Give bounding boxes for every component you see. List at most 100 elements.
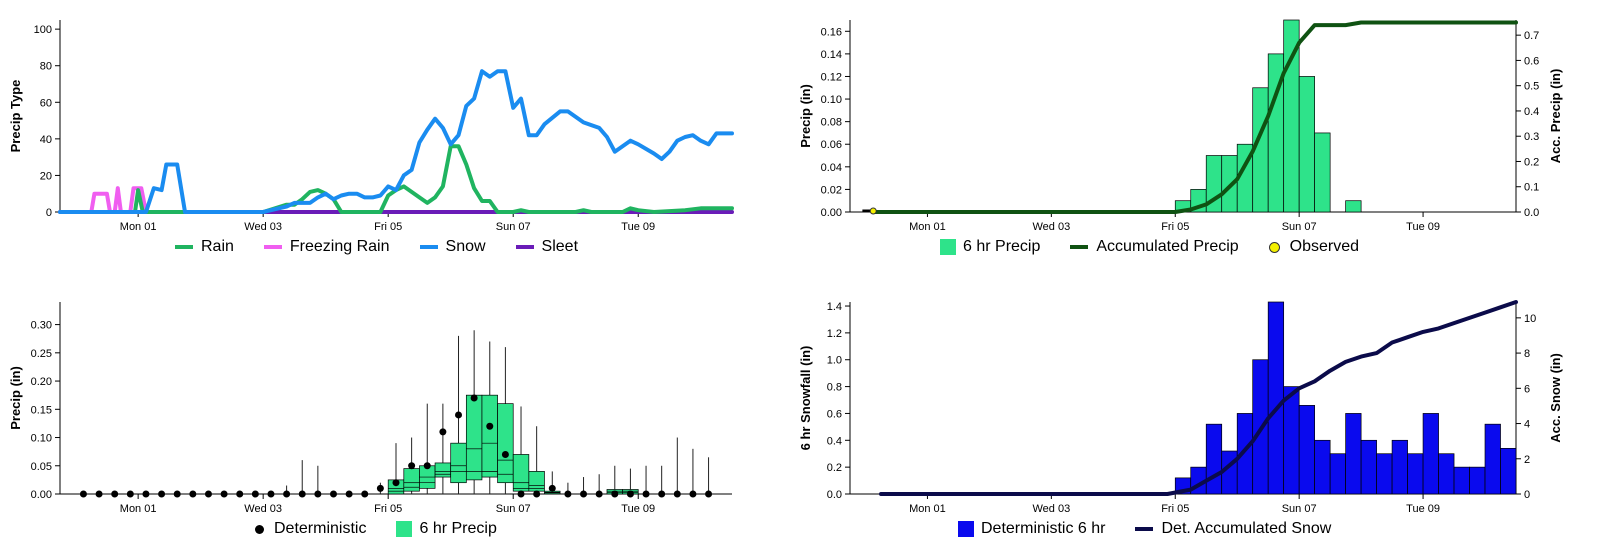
- y-tick-label: 0.6: [827, 408, 842, 420]
- legend-6hr-precip-box: 6 hr Precip: [396, 520, 497, 538]
- y-tick-label: 40: [40, 134, 52, 146]
- y-tick-label: 0.8: [827, 382, 842, 394]
- legend-label: Deterministic: [274, 520, 367, 537]
- deterministic-point: [220, 490, 228, 498]
- y2-tick-label: 0.7: [1524, 30, 1539, 42]
- y2-tick-label: 0.4: [1524, 106, 1539, 118]
- deterministic-point: [533, 490, 541, 498]
- freezing-rain-swatch: [263, 245, 282, 249]
- accumulated-precip-swatch: [1070, 245, 1089, 249]
- deterministic-point: [173, 490, 181, 498]
- snowfall-bar: [1267, 301, 1285, 495]
- y2-tick-label: 4: [1524, 419, 1530, 431]
- snow-swatch: [419, 245, 438, 249]
- deterministic-point: [79, 490, 87, 498]
- deterministic-point: [658, 490, 666, 498]
- snowfall-bar: [1422, 413, 1439, 495]
- snowfall-bar: [1453, 466, 1470, 495]
- ensemble-box: [403, 468, 420, 492]
- series-line-rain: [133, 144, 734, 214]
- y-tick-label: 0.16: [821, 26, 842, 38]
- y-axis-label: Precip (in): [798, 84, 813, 148]
- y2-tick-label: 0: [1524, 489, 1530, 501]
- deterministic-point: [283, 490, 291, 498]
- y-axis-label: 6 hr Snowfall (in): [798, 346, 813, 451]
- legend-det-accumulated-snow: Det. Accumulated Snow: [1135, 520, 1331, 538]
- deterministic-point: [705, 490, 713, 498]
- deterministic-point: [361, 490, 369, 498]
- y-tick-label: 0.10: [821, 94, 842, 106]
- observed-point: [869, 207, 877, 215]
- legend-rain: Rain: [175, 238, 234, 256]
- deterministic-6hr-swatch: [958, 521, 974, 537]
- deterministic-point: [236, 490, 244, 498]
- y-tick-label: 0.2: [827, 462, 842, 474]
- sleet-swatch: [515, 245, 534, 249]
- y2-axis-label: Acc. Precip (in): [1548, 69, 1563, 164]
- x-tick-label: Mon 01: [120, 503, 157, 515]
- y-tick-label: 0.12: [821, 71, 842, 83]
- snowfall-bar: [1438, 453, 1455, 495]
- deterministic-point: [486, 422, 494, 430]
- y-tick-label: 0.30: [31, 320, 52, 332]
- x-tick-label: Mon 01: [909, 503, 946, 515]
- accumulated-snow-line: [879, 300, 1518, 496]
- ensemble-precip-legend: Deterministic 6 hr Precip: [255, 520, 497, 538]
- y2-tick-label: 0.0: [1524, 207, 1539, 219]
- y2-axis-label: Acc. Snow (in): [1548, 353, 1563, 443]
- legend-label: 6 hr Precip: [963, 238, 1041, 255]
- snowfall-bar: [1329, 453, 1346, 495]
- snowfall-bar: [1469, 466, 1486, 495]
- y2-tick-label: 0.2: [1524, 156, 1539, 168]
- deterministic-point: [204, 490, 212, 498]
- legend-label: Rain: [201, 238, 234, 255]
- deterministic-point: [517, 490, 525, 498]
- y-axis-label: Precip (in): [8, 366, 23, 430]
- ensemble-box: [481, 394, 498, 478]
- snowfall-legend: Deterministic 6 hr Det. Accumulated Snow: [958, 520, 1331, 538]
- snowfall-svg: 0.0 0.2 0.4 0.6 0.8 1.0 1.2 1.4 0 2 4 6 8 10 Mon 01 Wed…: [798, 300, 1563, 515]
- precip-bar: [1314, 132, 1331, 213]
- snowfall-bar: [1484, 423, 1501, 495]
- legend-6hr-precip: 6 hr Precip: [940, 238, 1040, 256]
- ensemble-precip-chart: 0.00 0.05 0.10 0.15 0.20 0.25 0.30 Mon 01 Wed 03…: [0, 282, 760, 554]
- snowfall-bar: [1407, 453, 1424, 495]
- y-tick-label: 0.02: [821, 184, 842, 196]
- legend-label: Det. Accumulated Snow: [1161, 520, 1332, 537]
- y-tick-label: 1.2: [827, 328, 842, 340]
- x-tick-label: Sun 07: [496, 221, 531, 233]
- ensemble-box: [434, 462, 452, 478]
- ensemble-box: [465, 394, 483, 481]
- x-tick-label: Wed 03: [1032, 221, 1070, 233]
- y2-tick-label: 0.5: [1524, 81, 1539, 93]
- deterministic-point: [189, 490, 197, 498]
- ensemble-box: [450, 442, 467, 484]
- y-tick-label: 60: [40, 97, 52, 109]
- x-tick-label: Wed 03: [244, 221, 282, 233]
- y-axis-label: Precip Type: [8, 80, 23, 153]
- deterministic-point: [142, 490, 150, 498]
- deterministic-point: [642, 490, 650, 498]
- x-tick-label: Tue 09: [1406, 503, 1440, 515]
- deterministic-point: [423, 462, 431, 470]
- deterministic-point: [626, 490, 634, 498]
- x-tick-label: Tue 09: [621, 221, 655, 233]
- deterministic-point: [111, 490, 119, 498]
- y2-tick-label: 10: [1524, 313, 1536, 325]
- y-tick-label: 0: [46, 207, 52, 219]
- legend-accumulated-precip: Accumulated Precip: [1070, 238, 1239, 256]
- deterministic-point: [345, 490, 353, 498]
- deterministic-point: [595, 490, 603, 498]
- y2-tick-label: 0.1: [1524, 182, 1539, 194]
- y2-tick-label: 0.3: [1524, 131, 1539, 143]
- snowfall-bar: [1298, 405, 1316, 495]
- y2-tick-label: 8: [1524, 348, 1530, 360]
- deterministic-point: [439, 428, 447, 436]
- x-tick-label: Fri 05: [374, 221, 402, 233]
- ensemble-precip-svg: 0.00 0.05 0.10 0.15 0.20 0.25 0.30 Mon 01 Wed 03…: [8, 302, 732, 515]
- y2-tick-label: 2: [1524, 454, 1530, 466]
- deterministic-point: [564, 490, 572, 498]
- x-tick-label: Mon 01: [909, 221, 946, 233]
- deterministic-point: [408, 462, 416, 470]
- snowfall-bar: [1360, 439, 1377, 495]
